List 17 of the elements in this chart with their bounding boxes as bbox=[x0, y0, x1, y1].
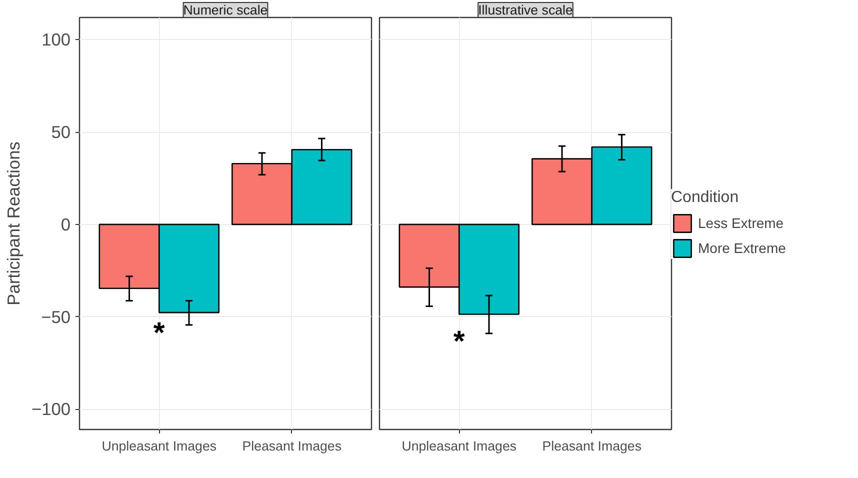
legend-label: Less Extreme bbox=[698, 215, 784, 231]
legend-title: Condition bbox=[671, 189, 740, 207]
y-tick-label: 0 bbox=[60, 214, 71, 234]
chart-title: Numeric scale bbox=[183, 2, 268, 18]
x-tick-label: Unpleasant Images bbox=[402, 438, 517, 454]
annotation: * bbox=[153, 316, 166, 350]
y-tick-label: −50 bbox=[41, 306, 71, 327]
y-tick-label: 100 bbox=[42, 30, 71, 50]
x-tick-label: Unpleasant Images bbox=[102, 438, 217, 454]
legend-label: More Extreme bbox=[698, 240, 786, 256]
y-tick-label: 50 bbox=[51, 122, 71, 142]
y-axis-title: Participant Reactions bbox=[3, 141, 24, 306]
chart-title: Illustrative scale bbox=[478, 2, 573, 18]
x-tick-label: Pleasant Images bbox=[542, 438, 642, 454]
y-tick-label: −100 bbox=[31, 399, 70, 420]
x-tick-label: Pleasant Images bbox=[242, 438, 342, 454]
annotation: * bbox=[453, 325, 466, 358]
